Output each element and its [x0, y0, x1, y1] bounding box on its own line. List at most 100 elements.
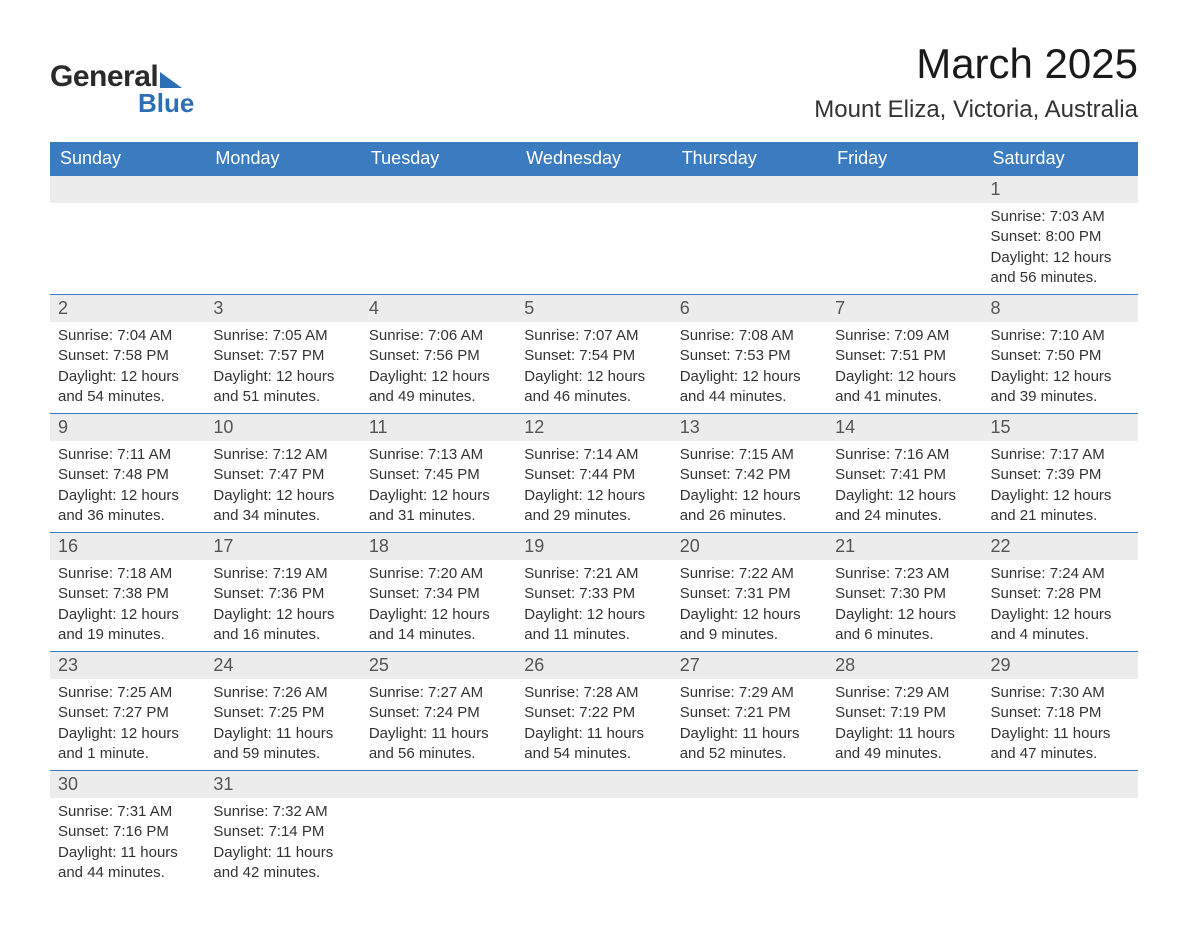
day-number-empty	[516, 176, 671, 203]
calendar-cell: 22Sunrise: 7:24 AMSunset: 7:28 PMDayligh…	[983, 533, 1138, 652]
daylight-text: Daylight: 12 hours and 36 minutes.	[58, 486, 197, 527]
daylight-text: Daylight: 12 hours and 39 minutes.	[991, 367, 1130, 408]
daylight-text: Daylight: 11 hours and 59 minutes.	[213, 724, 352, 765]
sunrise-text: Sunrise: 7:24 AM	[991, 564, 1130, 584]
calendar-cell	[827, 176, 982, 295]
day-text: Sunrise: 7:21 AMSunset: 7:33 PMDaylight:…	[516, 560, 671, 651]
sunset-text: Sunset: 7:21 PM	[680, 703, 819, 723]
calendar-cell: 6Sunrise: 7:08 AMSunset: 7:53 PMDaylight…	[672, 295, 827, 414]
sunset-text: Sunset: 7:19 PM	[835, 703, 974, 723]
daylight-text: Daylight: 12 hours and 9 minutes.	[680, 605, 819, 646]
daylight-text: Daylight: 12 hours and 16 minutes.	[213, 605, 352, 646]
calendar-cell	[827, 771, 982, 890]
day-number: 14	[827, 414, 982, 441]
day-number-empty	[983, 771, 1138, 798]
sunset-text: Sunset: 7:41 PM	[835, 465, 974, 485]
day-number: 5	[516, 295, 671, 322]
sunset-text: Sunset: 7:16 PM	[58, 822, 197, 842]
day-header: Wednesday	[516, 142, 671, 176]
day-text: Sunrise: 7:13 AMSunset: 7:45 PMDaylight:…	[361, 441, 516, 532]
day-text: Sunrise: 7:31 AMSunset: 7:16 PMDaylight:…	[50, 798, 205, 889]
day-number: 8	[983, 295, 1138, 322]
day-header: Thursday	[672, 142, 827, 176]
header: General Blue March 2025 Mount Eliza, Vic…	[50, 40, 1138, 124]
day-text: Sunrise: 7:25 AMSunset: 7:27 PMDaylight:…	[50, 679, 205, 770]
calendar-week: 16Sunrise: 7:18 AMSunset: 7:38 PMDayligh…	[50, 533, 1138, 652]
sunset-text: Sunset: 7:51 PM	[835, 346, 974, 366]
day-text: Sunrise: 7:12 AMSunset: 7:47 PMDaylight:…	[205, 441, 360, 532]
sunset-text: Sunset: 7:34 PM	[369, 584, 508, 604]
calendar-cell	[50, 176, 205, 295]
sunrise-text: Sunrise: 7:28 AM	[524, 683, 663, 703]
day-text: Sunrise: 7:07 AMSunset: 7:54 PMDaylight:…	[516, 322, 671, 413]
sunset-text: Sunset: 7:50 PM	[991, 346, 1130, 366]
day-number-empty	[361, 176, 516, 203]
calendar-cell: 21Sunrise: 7:23 AMSunset: 7:30 PMDayligh…	[827, 533, 982, 652]
sunset-text: Sunset: 7:31 PM	[680, 584, 819, 604]
sunrise-text: Sunrise: 7:05 AM	[213, 326, 352, 346]
sunrise-text: Sunrise: 7:06 AM	[369, 326, 508, 346]
day-text: Sunrise: 7:20 AMSunset: 7:34 PMDaylight:…	[361, 560, 516, 651]
day-number-empty	[50, 176, 205, 203]
calendar-week: 9Sunrise: 7:11 AMSunset: 7:48 PMDaylight…	[50, 414, 1138, 533]
day-number: 6	[672, 295, 827, 322]
daylight-text: Daylight: 11 hours and 44 minutes.	[58, 843, 197, 884]
day-text-empty	[672, 798, 827, 858]
day-number: 29	[983, 652, 1138, 679]
title-block: March 2025 Mount Eliza, Victoria, Austra…	[814, 40, 1138, 124]
day-number: 20	[672, 533, 827, 560]
calendar-cell: 4Sunrise: 7:06 AMSunset: 7:56 PMDaylight…	[361, 295, 516, 414]
day-number: 4	[361, 295, 516, 322]
day-number: 21	[827, 533, 982, 560]
daylight-text: Daylight: 12 hours and 1 minute.	[58, 724, 197, 765]
day-number: 31	[205, 771, 360, 798]
month-title: March 2025	[814, 40, 1138, 88]
calendar-cell	[361, 176, 516, 295]
day-number: 11	[361, 414, 516, 441]
day-number-empty	[361, 771, 516, 798]
day-number: 7	[827, 295, 982, 322]
sunset-text: Sunset: 7:42 PM	[680, 465, 819, 485]
daylight-text: Daylight: 12 hours and 4 minutes.	[991, 605, 1130, 646]
day-number: 15	[983, 414, 1138, 441]
day-text-empty	[50, 203, 205, 289]
sunset-text: Sunset: 7:36 PM	[213, 584, 352, 604]
sunrise-text: Sunrise: 7:16 AM	[835, 445, 974, 465]
sunset-text: Sunset: 7:24 PM	[369, 703, 508, 723]
day-text: Sunrise: 7:30 AMSunset: 7:18 PMDaylight:…	[983, 679, 1138, 770]
sunset-text: Sunset: 7:47 PM	[213, 465, 352, 485]
day-header: Tuesday	[361, 142, 516, 176]
day-number: 10	[205, 414, 360, 441]
day-text-empty	[672, 203, 827, 289]
sunrise-text: Sunrise: 7:20 AM	[369, 564, 508, 584]
calendar-cell	[672, 176, 827, 295]
sunset-text: Sunset: 7:33 PM	[524, 584, 663, 604]
calendar-cell: 9Sunrise: 7:11 AMSunset: 7:48 PMDaylight…	[50, 414, 205, 533]
calendar-cell: 7Sunrise: 7:09 AMSunset: 7:51 PMDaylight…	[827, 295, 982, 414]
calendar-cell: 27Sunrise: 7:29 AMSunset: 7:21 PMDayligh…	[672, 652, 827, 771]
calendar-cell	[516, 176, 671, 295]
sunrise-text: Sunrise: 7:03 AM	[991, 207, 1130, 227]
calendar-cell: 16Sunrise: 7:18 AMSunset: 7:38 PMDayligh…	[50, 533, 205, 652]
day-number: 26	[516, 652, 671, 679]
day-text: Sunrise: 7:32 AMSunset: 7:14 PMDaylight:…	[205, 798, 360, 889]
daylight-text: Daylight: 12 hours and 11 minutes.	[524, 605, 663, 646]
day-text-empty	[205, 203, 360, 289]
sunset-text: Sunset: 7:18 PM	[991, 703, 1130, 723]
day-text-empty	[361, 798, 516, 858]
day-number: 28	[827, 652, 982, 679]
calendar-cell: 5Sunrise: 7:07 AMSunset: 7:54 PMDaylight…	[516, 295, 671, 414]
calendar-cell: 3Sunrise: 7:05 AMSunset: 7:57 PMDaylight…	[205, 295, 360, 414]
daylight-text: Daylight: 11 hours and 47 minutes.	[991, 724, 1130, 765]
daylight-text: Daylight: 12 hours and 21 minutes.	[991, 486, 1130, 527]
sunset-text: Sunset: 7:56 PM	[369, 346, 508, 366]
calendar-cell: 30Sunrise: 7:31 AMSunset: 7:16 PMDayligh…	[50, 771, 205, 890]
day-number-empty	[672, 176, 827, 203]
day-text: Sunrise: 7:16 AMSunset: 7:41 PMDaylight:…	[827, 441, 982, 532]
calendar-cell	[672, 771, 827, 890]
calendar-cell: 18Sunrise: 7:20 AMSunset: 7:34 PMDayligh…	[361, 533, 516, 652]
day-header: Sunday	[50, 142, 205, 176]
brand-word-2: Blue	[138, 88, 194, 119]
day-number-empty	[516, 771, 671, 798]
sunrise-text: Sunrise: 7:25 AM	[58, 683, 197, 703]
